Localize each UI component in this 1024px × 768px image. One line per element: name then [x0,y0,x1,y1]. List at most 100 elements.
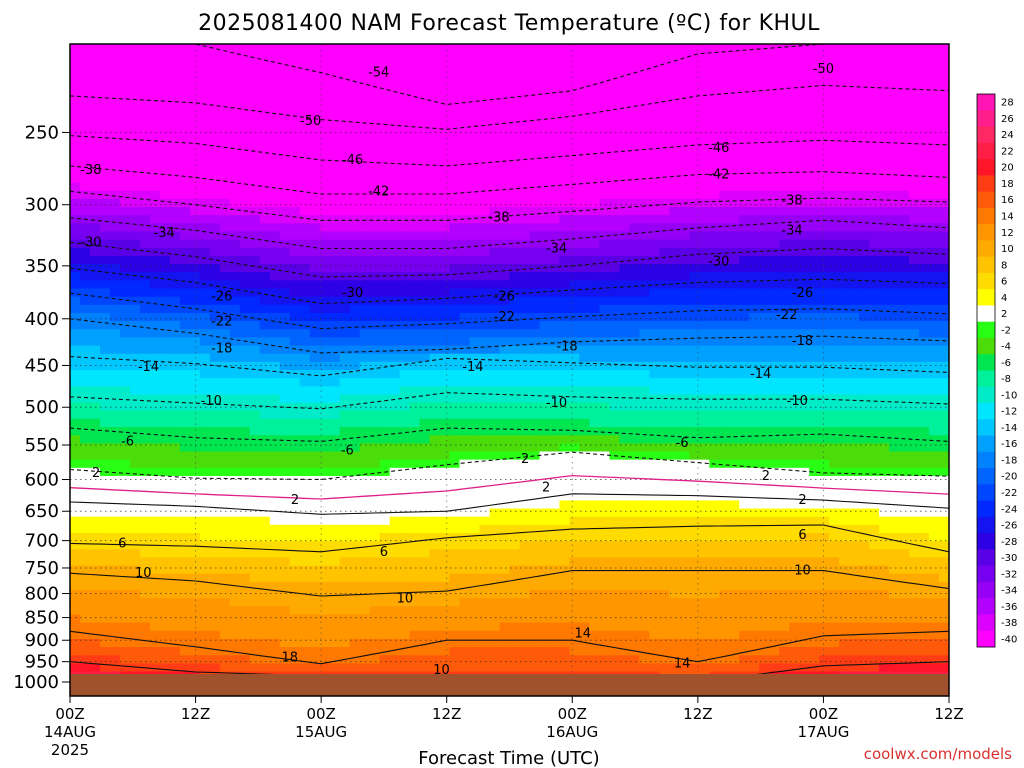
field-cell [79,622,91,632]
field-cell [79,443,91,453]
field-cell [499,109,511,118]
field-cell [499,280,511,290]
field-cell [529,508,541,518]
field-cell [359,52,371,61]
field-cell [149,280,161,290]
field-cell [259,598,271,607]
field-cell [349,149,361,159]
field-cell [329,52,341,61]
field-cell [249,60,261,70]
field-cell [529,125,541,135]
field-cell [129,663,141,673]
field-cell [569,60,581,70]
field-cell [189,533,201,542]
field-cell [399,614,411,624]
field-cell [389,133,401,143]
field-cell [649,394,660,404]
field-cell [259,557,271,567]
field-cell [459,541,471,550]
field-cell [179,329,191,338]
field-cell [189,239,201,249]
field-cell [539,638,551,648]
field-cell [669,198,680,208]
field-cell [459,655,471,664]
field-cell [309,247,321,257]
field-cell [169,264,181,273]
field-cell [599,190,610,200]
field-cell [429,288,441,298]
field-cell [459,492,471,501]
field-cell [99,492,111,501]
field-cell [199,231,211,241]
field-cell [629,370,640,379]
field-cell [109,353,121,363]
field-cell [579,166,591,175]
field-cell [519,500,531,510]
field-cell [509,125,521,135]
field-cell [509,345,521,355]
field-cell [479,630,491,640]
field-cell [399,467,411,477]
field-cell [309,606,321,616]
field-cell [529,255,541,265]
field-cell [429,565,441,575]
field-cell [639,304,650,314]
field-cell [159,418,171,428]
field-cell [319,410,331,420]
field-cell [249,443,261,453]
field-cell [549,410,561,420]
field-cell [639,247,650,257]
field-cell [679,125,690,135]
field-cell [389,557,401,567]
field-cell [319,475,331,485]
field-cell [489,117,501,127]
field-cell [149,467,161,477]
field-cell [619,125,630,135]
field-cell [269,353,281,363]
field-cell [399,361,411,371]
field-cell [369,630,381,640]
field-cell [249,149,261,159]
field-cell [229,418,241,428]
field-cell [349,435,361,444]
field-cell [569,378,581,387]
field-cell [239,459,251,469]
field-cell [399,475,411,485]
field-cell [469,149,481,159]
field-cell [179,606,191,616]
field-cell [279,68,291,78]
field-cell [139,418,151,428]
field-cell [389,386,401,396]
field-cell [389,117,401,127]
field-cell [609,549,620,559]
field-cell [139,288,151,298]
field-cell [449,467,461,477]
field-cell [609,386,620,396]
field-cell [329,264,341,273]
field-cell [509,190,521,200]
field-cell [559,272,571,281]
field-cell [499,378,511,387]
field-cell [349,500,361,510]
field-cell [499,402,511,412]
field-cell [139,386,151,396]
field-cell [419,638,431,648]
field-cell [559,337,571,347]
field-cell [249,329,261,338]
field-cell [439,500,451,510]
field-cell [389,524,401,534]
field-cell [229,190,241,200]
field-cell [199,638,211,648]
field-cell [70,475,81,485]
field-cell [239,44,251,53]
field-cell [159,427,171,436]
field-cell [329,630,341,640]
field-cell [569,370,581,379]
field-cell [109,215,121,224]
field-cell [579,655,591,664]
field-cell [199,427,211,436]
field-cell [549,321,561,330]
field-cell [669,459,680,469]
field-cell [589,239,600,249]
field-cell [549,614,561,624]
